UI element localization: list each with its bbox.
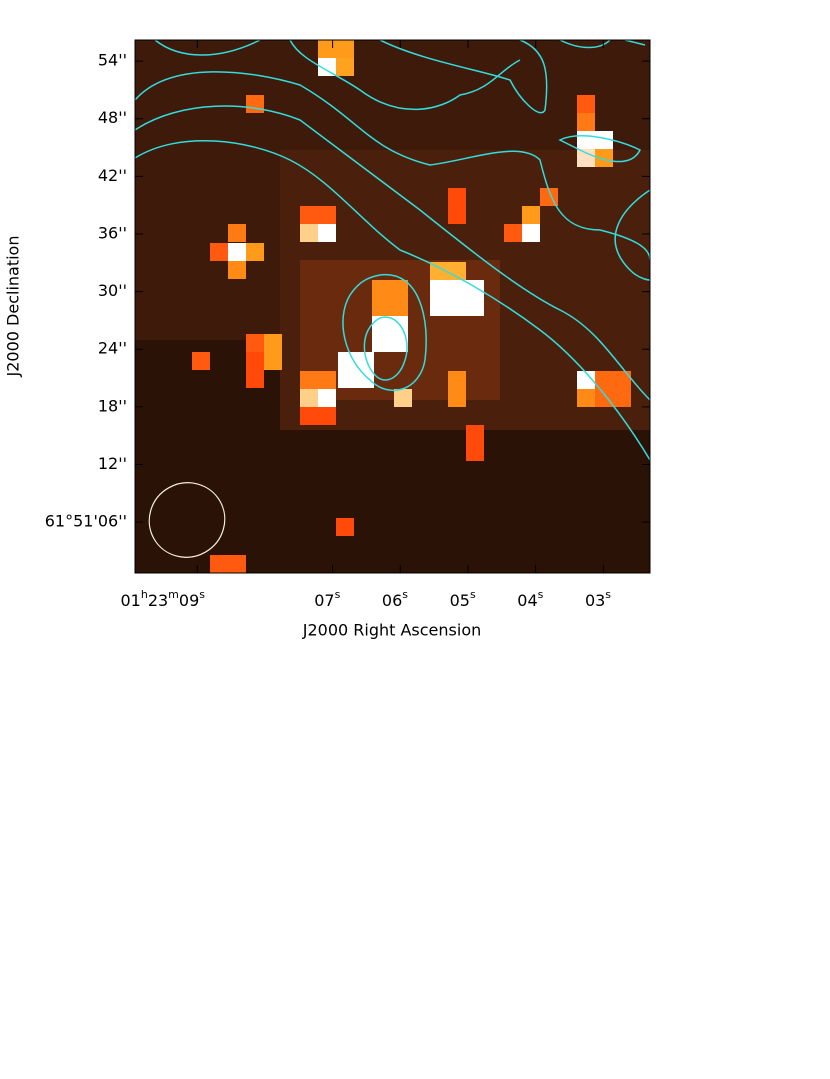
pixel (577, 95, 595, 113)
y-tick-label: 42'' (98, 166, 127, 185)
x-tick-part: 23 (148, 591, 168, 610)
pixel (595, 149, 613, 167)
contour (154, 39, 521, 111)
contour (342, 274, 427, 391)
y-tick-label: 61°51'06'' (45, 512, 127, 531)
x-tick-unit: s (199, 588, 205, 601)
y-tick-label: 24'' (98, 339, 127, 358)
pixel (318, 224, 336, 242)
pixel (228, 224, 246, 242)
pixel (300, 407, 336, 425)
x-axis-label: J2000 Right Ascension (302, 621, 482, 640)
pixel (430, 262, 466, 280)
pixel (246, 334, 264, 352)
pixel (318, 58, 336, 76)
x-tick-unit: s (538, 588, 544, 601)
contour (614, 189, 651, 281)
contour (363, 316, 408, 381)
contour (379, 39, 548, 114)
x-tick-unit: s (470, 588, 476, 601)
pixel (448, 371, 466, 407)
beam-ellipse (148, 482, 226, 558)
pixel (430, 280, 484, 316)
contour (558, 135, 642, 163)
x-tick-part: 04 (517, 591, 537, 610)
pixel (300, 389, 318, 407)
pixel (228, 261, 246, 279)
x-tick-label: 03s (585, 588, 611, 610)
pixel (336, 58, 354, 76)
y-tick-label: 12'' (98, 454, 127, 473)
pixel (246, 95, 264, 113)
pixel (210, 555, 246, 573)
pixel (246, 352, 264, 388)
pixel (577, 113, 595, 131)
pixel (300, 206, 336, 224)
x-tick-part: 09 (179, 591, 199, 610)
y-tick-label: 30'' (98, 281, 127, 300)
pixel (246, 243, 264, 261)
y-tick-label: 36'' (98, 223, 127, 242)
pixel (372, 316, 408, 352)
x-tick-label: 04s (517, 588, 543, 610)
pixel (318, 389, 336, 407)
pixel (228, 243, 246, 261)
pixel (466, 425, 484, 461)
pixel (336, 518, 354, 536)
pixel (192, 352, 210, 370)
pixel (522, 206, 540, 224)
contour (559, 39, 646, 49)
x-tick-unit: s (335, 588, 341, 601)
pixel (264, 334, 282, 370)
contours (134, 39, 651, 461)
x-tick-label: 05s (450, 588, 476, 610)
pixel (595, 371, 631, 407)
pixel (210, 243, 228, 261)
x-tick-part: 06 (382, 591, 402, 610)
pixel (504, 224, 522, 242)
plot-frame (134, 39, 651, 574)
x-tick-label: 06s (382, 588, 408, 610)
pixel (577, 131, 613, 149)
pixel (300, 371, 336, 389)
x-tick-unit: s (402, 588, 408, 601)
y-tick-label: 54'' (98, 51, 127, 70)
pixel (522, 224, 540, 242)
x-tick-label: 01h23m09s (120, 588, 205, 610)
y-tick-label: 18'' (98, 396, 127, 415)
pixel (394, 389, 412, 407)
y-axis-label: J2000 Declination (4, 236, 23, 378)
pixel (338, 352, 374, 388)
x-tick-part: 01 (120, 591, 140, 610)
pixel (577, 389, 595, 407)
x-tick-unit: s (605, 588, 611, 601)
x-tick-label: 07s (314, 588, 340, 610)
x-tick-unit: m (168, 588, 179, 601)
x-tick-part: 07 (314, 591, 334, 610)
pixel (372, 280, 408, 316)
x-tick-part: 03 (585, 591, 605, 610)
x-tick-part: 05 (450, 591, 470, 610)
image (135, 40, 650, 573)
contour (134, 105, 651, 401)
contour (134, 71, 651, 261)
pixel (300, 224, 318, 242)
contour (134, 140, 651, 461)
pixel (448, 188, 466, 224)
pixel (577, 149, 595, 167)
pixel (577, 371, 595, 389)
x-tick-unit: h (141, 588, 148, 601)
y-tick-label: 48'' (98, 108, 127, 127)
pixel (318, 40, 354, 58)
